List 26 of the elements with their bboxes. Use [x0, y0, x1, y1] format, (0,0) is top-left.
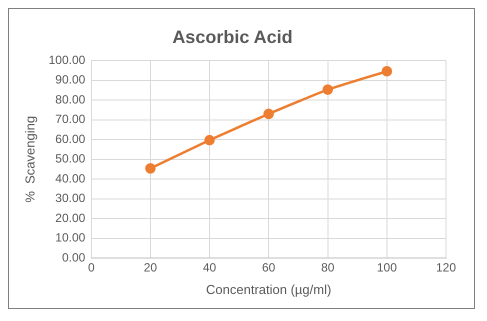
point — [322, 84, 334, 95]
y-tick-label: 90.00 — [55, 72, 86, 87]
point — [204, 134, 215, 146]
y-tick-label: 100.00 — [48, 52, 86, 67]
x-tick-label: 60 — [262, 260, 276, 275]
x-tick-label: 40 — [202, 260, 217, 275]
y-tick-label: 60.00 — [55, 132, 86, 146]
x-tick-label: 80 — [321, 260, 335, 275]
y-tick-label: 0.00 — [62, 250, 86, 264]
y-axis-title: % Scavenging — [22, 116, 38, 203]
y-tick-label: 40.00 — [55, 171, 86, 186]
x-axis-title: Concentration (µg/ml) — [206, 282, 332, 297]
point — [263, 108, 274, 120]
y-tick-label: 20.00 — [55, 210, 86, 225]
y-tick-label: 70.00 — [55, 112, 86, 126]
x-tick-label: 20 — [144, 260, 158, 275]
y-tick-label: 30.00 — [55, 191, 86, 206]
point — [145, 163, 156, 174]
x-tick-label: 120 — [436, 260, 456, 275]
point — [382, 66, 392, 77]
y-tick-label: 10.00 — [55, 230, 86, 245]
y-tick-label: 80.00 — [55, 92, 86, 106]
x-tick-label: 0 — [88, 260, 95, 275]
x-tick-label: 100 — [376, 260, 398, 275]
chart-title: Ascorbic Acid — [172, 26, 293, 47]
y-tick-label: 50.00 — [55, 152, 86, 166]
